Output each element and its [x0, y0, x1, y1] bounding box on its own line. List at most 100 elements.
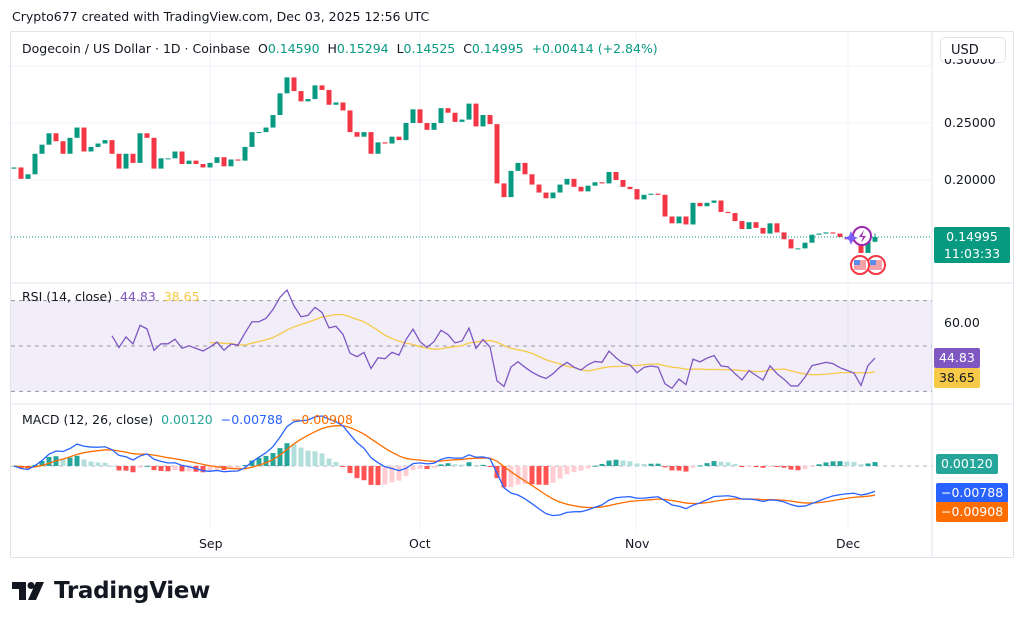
candle-down — [536, 184, 542, 193]
time-label-oct: Oct — [409, 536, 431, 551]
macd-histogram-bar — [284, 443, 290, 466]
macd-histogram-bar — [473, 465, 479, 467]
currency-button[interactable]: USD — [940, 37, 1006, 63]
candle-up — [865, 241, 871, 253]
tradingview-logo[interactable]: TradingView — [12, 578, 210, 604]
candle-up — [165, 158, 171, 160]
macd-histogram-bar — [802, 466, 808, 470]
macd-histogram-bar — [718, 461, 724, 466]
macd-histogram-bar — [67, 457, 73, 466]
macd-histogram-bar — [571, 466, 577, 473]
macd-histogram-bar — [585, 466, 591, 469]
macd-histogram-bar — [669, 466, 675, 471]
candle-down — [109, 140, 115, 154]
macd-histogram-bar — [172, 466, 178, 471]
macd-histogram-bar — [816, 464, 822, 466]
macd-histogram-bar — [389, 466, 395, 483]
macd-histogram-bar — [851, 461, 857, 466]
macd-histogram-bar — [431, 466, 437, 468]
rsi-value: 44.83 — [120, 289, 156, 304]
macd-histogram-bar — [263, 455, 269, 466]
candle-down — [473, 103, 479, 127]
macd-histogram-bar — [242, 464, 248, 466]
candle-up — [305, 99, 311, 102]
candle-down — [424, 123, 430, 130]
macd-histogram-bar — [613, 459, 619, 466]
lightning-glyph-icon — [859, 230, 866, 243]
macd-histogram-bar — [459, 464, 465, 466]
macd-histogram-bar — [333, 462, 339, 466]
macd-histogram-bar — [788, 466, 794, 470]
macd-histogram-bar — [354, 466, 360, 479]
low-value: 0.14525 — [403, 41, 456, 56]
macd-histogram-bar — [501, 466, 507, 488]
macd-histogram-bar — [578, 466, 584, 471]
time-label-dec: Dec — [836, 536, 861, 551]
rsi-ma-value: 38.65 — [163, 289, 200, 304]
macd-histogram-bar — [592, 465, 598, 467]
candle-up — [214, 157, 220, 163]
macd-histogram-bar — [396, 466, 402, 481]
rsi-tick: 60.00 — [944, 315, 980, 330]
macd-histogram-bar — [361, 466, 367, 481]
candle-down — [487, 115, 493, 125]
last-price-label: 0.14995 11:03:33 — [934, 227, 1010, 263]
macd-legend: MACD (12, 26, close) 0.00120 −0.00788 −0… — [22, 412, 353, 427]
candle-up — [459, 119, 465, 122]
macd-histogram-bar — [158, 466, 164, 471]
candle-down — [683, 216, 689, 225]
candle-up — [32, 153, 38, 175]
candle-down — [151, 137, 157, 169]
candle-down — [347, 110, 353, 133]
macd-histogram-bar — [60, 458, 66, 466]
candle-down — [837, 233, 843, 237]
macd-histogram-bar — [704, 463, 710, 466]
candle-up — [711, 200, 717, 203]
candle-down — [396, 136, 402, 141]
price-tick: 0.25000 — [944, 115, 996, 130]
candle-up — [431, 123, 437, 130]
candle-up — [242, 146, 248, 161]
macd-histogram-bar — [130, 466, 136, 473]
candle-down — [291, 77, 297, 92]
candle-down — [830, 232, 836, 234]
macd-histogram-bar — [781, 466, 787, 468]
macd-histogram-bar — [305, 450, 311, 466]
candle-up — [333, 102, 339, 105]
macd-title[interactable]: MACD (12, 26, close) — [22, 412, 154, 427]
macd-histogram-bar — [95, 462, 101, 466]
candle-up — [508, 170, 514, 198]
macd-histogram-bar — [116, 466, 122, 471]
candle-up — [872, 237, 878, 242]
candle-down — [354, 132, 360, 137]
last-price-value: 0.14995 — [946, 229, 998, 244]
macd-histogram-bar — [438, 464, 444, 466]
symbol-title[interactable]: Dogecoin / US Dollar · 1D · Coinbase — [22, 41, 251, 56]
candle-up — [137, 133, 143, 163]
candle-up — [802, 242, 808, 249]
macd-histogram-bar — [368, 466, 374, 485]
macd-histogram-bar — [620, 460, 626, 466]
candle-down — [781, 232, 787, 240]
macd-histogram-bar — [830, 461, 836, 466]
macd-histogram-bar — [151, 466, 157, 471]
macd-histogram-bar — [641, 463, 647, 466]
candle-up — [410, 109, 416, 123]
candle-up — [641, 194, 647, 200]
chart-credit: Crypto677 created with TradingView.com, … — [12, 9, 430, 24]
price-tick: 0.20000 — [944, 172, 996, 187]
macd-histogram-bar — [655, 463, 661, 466]
candle-up — [249, 132, 255, 147]
rsi-title[interactable]: RSI (14, close) — [22, 289, 113, 304]
candle-up — [88, 146, 94, 152]
macd-histogram-bar — [599, 463, 605, 466]
macd-histogram-bar — [662, 466, 668, 468]
macd-histogram-bar — [382, 466, 388, 485]
candle-down — [634, 189, 640, 200]
candle-up — [11, 167, 17, 169]
macd-histogram-bar — [697, 465, 703, 467]
candle-down — [732, 213, 738, 222]
macd-histogram-bar — [753, 466, 759, 467]
macd-histogram-bar — [417, 466, 423, 469]
